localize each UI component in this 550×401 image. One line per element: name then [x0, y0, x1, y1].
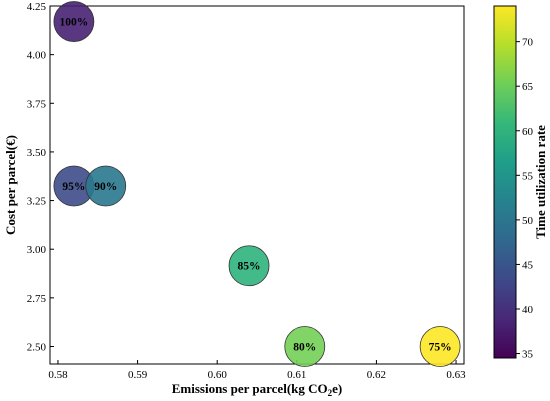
y-axis-title: Cost per parcel(€): [3, 135, 18, 235]
bubble: [228, 245, 270, 287]
y-tick-label: 3.00: [27, 244, 47, 256]
x-tick-label: 0.63: [446, 369, 466, 381]
colorbar-tick-label: 55: [522, 170, 534, 182]
bubble: [284, 326, 326, 367]
x-tick-label: 0.61: [287, 369, 306, 381]
bubble: [419, 326, 461, 367]
bubble-series: 100% 95% 90% 85% 80% 75%: [53, 1, 461, 367]
y-tick-label: 3.25: [27, 196, 47, 208]
y-tick-label: 3.75: [27, 98, 47, 110]
colorbar-tick-label: 40: [522, 304, 534, 316]
bubble-label: 90%: [94, 181, 117, 193]
colorbar-tick-label: 50: [522, 215, 534, 227]
bubble-label: 80%: [293, 341, 316, 353]
bubble: [53, 1, 95, 42]
colorbar-tick-label: 35: [522, 349, 534, 361]
y-tick-label: 2.50: [27, 341, 47, 353]
x-tick-label: 0.59: [128, 369, 148, 381]
colorbar: [493, 5, 517, 359]
colorbar-title: Time utilization rate: [533, 125, 548, 239]
colorbar-tick-label: 60: [522, 126, 534, 138]
y-axis: 2.50 2.75 3.00 3.25 3.50 3.75 4.00 4.25: [27, 1, 54, 353]
bubble-label: 75%: [429, 341, 452, 353]
colorbar-tick-label: 65: [522, 81, 534, 93]
y-tick-label: 4.25: [27, 1, 47, 13]
bubble-label: 95%: [62, 181, 85, 193]
bubble-label: 85%: [238, 261, 261, 273]
bubble: [85, 165, 127, 207]
y-tick-label: 4.00: [27, 50, 47, 62]
colorbar-tick-label: 45: [522, 259, 534, 271]
x-tick-label: 0.60: [208, 369, 228, 381]
colorbar-tick-label: 70: [522, 37, 534, 49]
bubble-label: 100%: [60, 17, 89, 29]
x-tick-label: 0.62: [367, 369, 386, 381]
y-tick-label: 3.50: [27, 147, 47, 159]
y-tick-label: 2.75: [27, 293, 47, 305]
x-tick-label: 0.58: [48, 369, 68, 381]
colorbar-axis: 35 40 45 50 55 60 65 70: [516, 37, 534, 361]
x-axis-title: Emissions per parcel(kg CO2e): [172, 381, 343, 398]
